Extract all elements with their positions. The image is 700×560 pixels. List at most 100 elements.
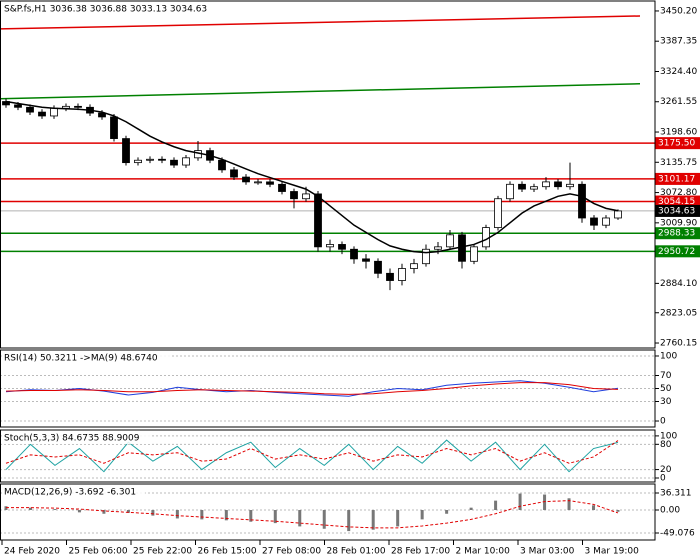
indicator-line: [5, 382, 619, 395]
macd-bar: [543, 494, 547, 511]
macd-bar: [469, 507, 473, 511]
macd-bar: [396, 510, 400, 527]
level-tag: [655, 137, 700, 150]
level-label: 3034.63: [658, 206, 695, 216]
candle-body: [314, 193, 322, 248]
macd-bar: [77, 510, 81, 513]
macd-bar: [518, 493, 522, 511]
x-tick-label: 24 Feb 2020: [4, 547, 60, 557]
trend-line: [0, 15, 641, 30]
candle-body: [530, 186, 538, 190]
candle-body: [350, 248, 358, 260]
macd-bar: [494, 500, 498, 511]
candle-body: [554, 181, 562, 188]
y-tick-label: 3387.35: [660, 37, 697, 47]
candle-body: [74, 105, 82, 108]
title-bg: [2, 3, 225, 15]
candle-body: [230, 169, 238, 178]
candle-body: [158, 158, 166, 161]
macd-bar: [592, 505, 596, 511]
macd-bar: [567, 498, 571, 511]
candle-body: [110, 116, 118, 139]
candle-body: [566, 183, 574, 188]
y-tick-label: 20: [660, 465, 672, 475]
title-bg: [2, 432, 151, 444]
level-tag: [655, 195, 700, 208]
candle-body: [122, 138, 130, 164]
y-tick-label: 3009.90: [660, 218, 697, 228]
macd-bar: [224, 510, 228, 521]
y-tick-label: 0: [660, 417, 666, 427]
level-tag: [655, 227, 700, 240]
macd-bar: [151, 510, 155, 516]
candle-body: [518, 183, 526, 190]
candle-body: [614, 210, 622, 219]
y-tick-label: 2760.15: [660, 339, 697, 349]
macd-bar: [616, 510, 620, 512]
candle-body: [98, 112, 106, 118]
candle-body: [398, 268, 406, 281]
indicator-line: [5, 440, 619, 464]
candle-body: [26, 106, 34, 113]
candle-body: [386, 272, 394, 281]
candle-body: [38, 111, 46, 117]
macd-bar: [53, 509, 57, 511]
y-tick-label: 3072.80: [660, 188, 697, 198]
moving-average: [5, 100, 619, 254]
level-tag: [655, 204, 700, 217]
candle-body: [590, 217, 598, 226]
candle-body: [134, 159, 142, 164]
macd-bar: [322, 510, 326, 529]
candle-body: [302, 193, 310, 200]
level-label: 3101.17: [658, 174, 695, 184]
x-tick-label: 28 Feb 17:00: [391, 547, 450, 557]
y-tick-label: 3198.60: [660, 128, 697, 138]
y-tick-label: 80: [660, 440, 672, 450]
title-bg: [2, 352, 172, 364]
level-tag: [655, 172, 700, 185]
macd-bar: [347, 510, 351, 532]
macd-bar: [371, 510, 375, 530]
macd-bar: [200, 510, 204, 520]
macd-bar: [28, 507, 32, 511]
candle-body: [446, 234, 454, 248]
panel-title: RSI(14) 50.3211 ->MA(9) 48.6740: [4, 354, 158, 364]
macd-bar: [445, 510, 449, 514]
candle-body: [374, 260, 382, 274]
y-tick-label: 0: [660, 474, 666, 484]
x-tick-label: 3 Mar 19:00: [585, 547, 640, 557]
level-label: 3175.50: [658, 139, 695, 149]
candle-body: [254, 181, 262, 184]
macd-bar: [175, 510, 179, 519]
candle-body: [326, 244, 334, 248]
y-tick-label: 3135.75: [660, 158, 697, 168]
panel-title: MACD(12,26,9) -3.692 -6.301: [4, 488, 136, 498]
candle-body: [50, 107, 58, 117]
y-tick-label: 2884.10: [660, 279, 697, 289]
y-tick-label: 2823.05: [660, 308, 697, 318]
y-tick-label: 36.311: [660, 488, 692, 498]
x-tick-label: 3 Mar 03:00: [520, 547, 575, 557]
candle-body: [146, 158, 154, 161]
panel-title: Stoch(5,3,3) 84.6735 88.9009: [4, 434, 140, 444]
y-tick-label: 0.00: [660, 506, 680, 516]
level-tag: [655, 245, 700, 258]
panel-border: [0, 0, 656, 349]
macd-bar: [420, 510, 424, 520]
y-tick-label: 100: [660, 431, 677, 441]
panel-border: [0, 429, 656, 483]
y-tick-label: 3324.40: [660, 67, 697, 77]
candle-body: [422, 248, 430, 265]
y-tick-label: -49.076: [660, 529, 695, 539]
candle-body: [578, 183, 586, 219]
candle-body: [602, 217, 610, 226]
macd-bar: [102, 510, 106, 514]
candle-body: [278, 183, 286, 192]
candle-body: [410, 263, 418, 269]
candle-body: [434, 246, 442, 250]
candle-body: [542, 181, 550, 188]
panel-border: [0, 483, 656, 541]
macd-bar: [126, 510, 130, 513]
